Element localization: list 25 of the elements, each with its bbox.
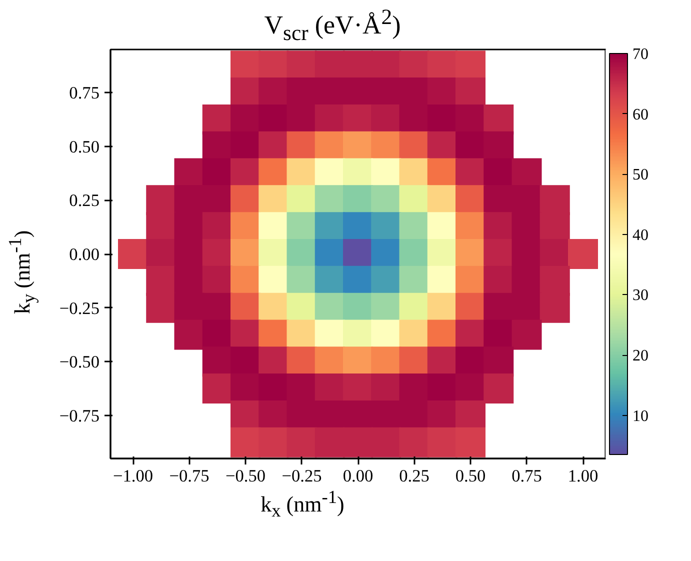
- y-tick-label: −0.50: [59, 352, 100, 372]
- x-tick-label: −0.75: [169, 466, 210, 486]
- color-bar-label: 60: [632, 106, 648, 124]
- x-tick-label: 1.00: [568, 466, 598, 486]
- y-tick-label: 0.25: [69, 191, 100, 210]
- color-bar-label: 30: [632, 287, 648, 304]
- color-bar-label: 20: [632, 348, 648, 365]
- x-tick-label: 0.25: [399, 466, 430, 486]
- x-tick-label: −1.00: [112, 466, 154, 486]
- x-tick-label: −0.25: [282, 466, 322, 486]
- color-bar-label: 40: [632, 226, 648, 244]
- chart-title: V$_{scr}$ (eV·Å$^{2}$): [263, 4, 402, 47]
- color-bar-label: 50: [632, 166, 648, 184]
- color-bar-label: 10: [632, 408, 648, 425]
- y-tick-label: 0.75: [69, 84, 100, 103]
- y-tick-label: 0.50: [69, 137, 100, 156]
- x-tick-label: 0.50: [455, 466, 486, 486]
- x-tick-label: −0.50: [225, 466, 266, 486]
- y-tick-label: −0.75: [59, 406, 100, 426]
- x-tick-label: 0.75: [512, 466, 542, 486]
- x-axis-title: k$_{x}$ (nm$^{-1}$): [260, 486, 346, 523]
- y-tick-label: 0.00: [69, 245, 100, 264]
- y-tick-label: −0.25: [59, 298, 100, 318]
- color-bar-label: 70: [632, 46, 648, 63]
- x-tick-label: 0.00: [342, 466, 374, 486]
